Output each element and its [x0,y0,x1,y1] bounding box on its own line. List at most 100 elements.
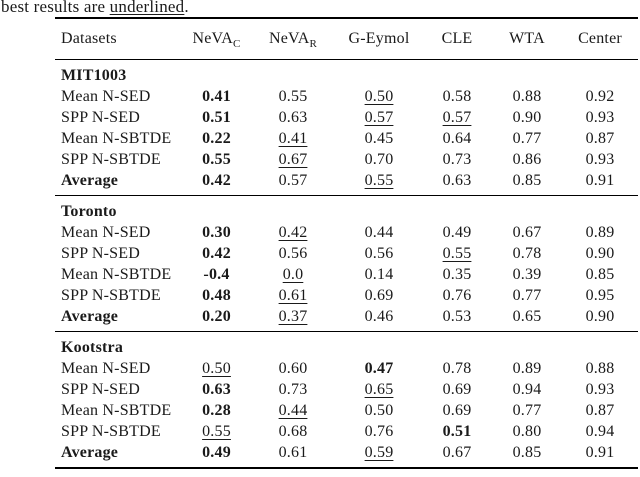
metric-value: 0.92 [585,88,615,105]
metric-value: 0.51 [202,109,231,126]
metric-value: 0.89 [585,224,615,241]
row-label: SPP N-SBTDE [61,151,161,168]
section-header-row: Toronto [55,196,638,223]
metric-value: 0.49 [442,224,472,241]
metric-value: 0.85 [585,266,615,283]
metric-value: 0.88 [512,88,542,105]
metric-value: 0.63 [202,381,231,398]
metric-value: 0.89 [512,360,542,377]
column-label: G-Eymol [348,30,410,47]
table-row-average: Average 0.42 0.57 0.55 0.63 0.85 0.91 [55,170,638,196]
column-header-g-eymol: G-Eymol [336,18,422,60]
metric-value: 0.55 [202,423,231,440]
table-row: Mean N-SED 0.30 0.42 0.44 0.49 0.67 0.89 [55,222,638,243]
row-label: Average [61,444,119,461]
column-subscript: C [232,38,241,51]
row-label: Mean N-SED [61,224,151,241]
column-label: NeVA [192,30,233,47]
metric-value: 0.61 [278,287,308,304]
metric-value: 0.57 [278,172,308,189]
metric-value: 0.88 [585,360,615,377]
metric-value: 0.70 [364,151,394,168]
metric-value: 0.47 [364,360,394,377]
section-title: Kootstra [61,339,124,356]
column-label: NeVA [268,30,310,47]
table-row: SPP N-SBTDE 0.55 0.67 0.70 0.73 0.86 0.9… [55,149,638,170]
metric-value: 0.69 [442,381,472,398]
section-kootstra: Kootstra Mean N-SED 0.50 0.60 0.47 0.78 … [55,332,638,469]
column-header-cle: CLE [422,18,492,60]
metric-value: 0.76 [442,287,472,304]
metric-value: 0.60 [278,360,308,377]
table-row: SPP N-SBTDE 0.48 0.61 0.69 0.76 0.77 0.9… [55,285,638,306]
metric-value: 0.41 [202,88,231,105]
metric-value: 0.78 [442,360,472,377]
metric-value: 0.63 [278,109,308,126]
metric-value: 0.56 [364,245,394,262]
metric-value: 0.90 [512,109,542,126]
metric-value: 0.35 [442,266,472,283]
metric-value: 0.68 [278,423,308,440]
metric-value: 0.87 [585,402,615,419]
section-title: MIT1003 [61,67,127,84]
metric-value: 0.50 [202,360,231,377]
column-label: Center [578,30,622,47]
metric-value: 0.39 [512,266,542,283]
metric-value: 0.48 [202,287,231,304]
column-header-wta: WTA [492,18,562,60]
table-row: Mean N-SBTDE 0.28 0.44 0.50 0.69 0.77 0.… [55,400,638,421]
section-header-row: Kootstra [55,332,638,359]
section-toronto: Toronto Mean N-SED 0.30 0.42 0.44 0.49 0… [55,196,638,332]
table-row: SPP N-SED 0.63 0.73 0.65 0.69 0.94 0.93 [55,379,638,400]
table-row: Mean N-SED 0.41 0.55 0.50 0.58 0.88 0.92 [55,86,638,107]
metric-value: 0.20 [202,308,231,325]
column-header-neva-c: NeVAC [183,18,250,60]
metric-value: 0.0 [282,266,304,283]
metric-value: 0.78 [512,245,542,262]
metric-value: 0.67 [442,444,472,461]
table-row: Mean N-SED 0.50 0.60 0.47 0.78 0.89 0.88 [55,358,638,379]
column-label: WTA [509,30,545,47]
metric-value: 0.42 [202,245,231,262]
metric-value: 0.37 [278,308,308,325]
row-label: SPP N-SBTDE [61,287,161,304]
metric-value: 0.93 [585,109,615,126]
row-label: Mean N-SED [61,360,151,377]
metric-value: 0.28 [202,402,231,419]
metric-value: 0.85 [512,444,542,461]
column-header-datasets: Datasets [55,18,183,60]
metric-value: 0.42 [202,172,231,189]
metric-value: 0.56 [278,245,308,262]
metric-value: 0.42 [278,224,308,241]
metric-value: 0.50 [364,402,394,419]
table-row: SPP N-SED 0.51 0.63 0.57 0.57 0.90 0.93 [55,107,638,128]
metric-value: 0.67 [278,151,308,168]
column-header-neva-r: NeVAR [250,18,336,60]
metric-value: 0.80 [512,423,542,440]
section-header-row: MIT1003 [55,60,638,87]
metric-value: 0.64 [442,130,472,147]
column-label: Datasets [61,30,117,47]
column-subscript: R [309,38,318,51]
metric-value: 0.77 [512,402,542,419]
metric-value: 0.65 [512,308,542,325]
metric-value: 0.59 [364,444,394,461]
row-label: Mean N-SBTDE [61,402,172,419]
metric-value: 0.94 [512,381,542,398]
row-label: Mean N-SBTDE [61,266,172,283]
metric-value: 0.41 [278,130,308,147]
metric-value: 0.55 [202,151,231,168]
metric-value: 0.90 [585,245,615,262]
metric-value: -0.4 [203,266,230,283]
column-header-center: Center [562,18,638,60]
table-header: Datasets NeVAC NeVAR G-Eymol CLE WTA Cen… [55,18,638,60]
metric-value: 0.51 [442,423,472,440]
metric-value: 0.22 [202,130,231,147]
metric-value: 0.45 [364,130,394,147]
caption-prefix: best results are [1,0,110,16]
results-table: Datasets NeVAC NeVAR G-Eymol CLE WTA Cen… [55,17,638,469]
metric-value: 0.44 [278,402,308,419]
row-label: Mean N-SBTDE [61,130,172,147]
metric-value: 0.86 [512,151,542,168]
